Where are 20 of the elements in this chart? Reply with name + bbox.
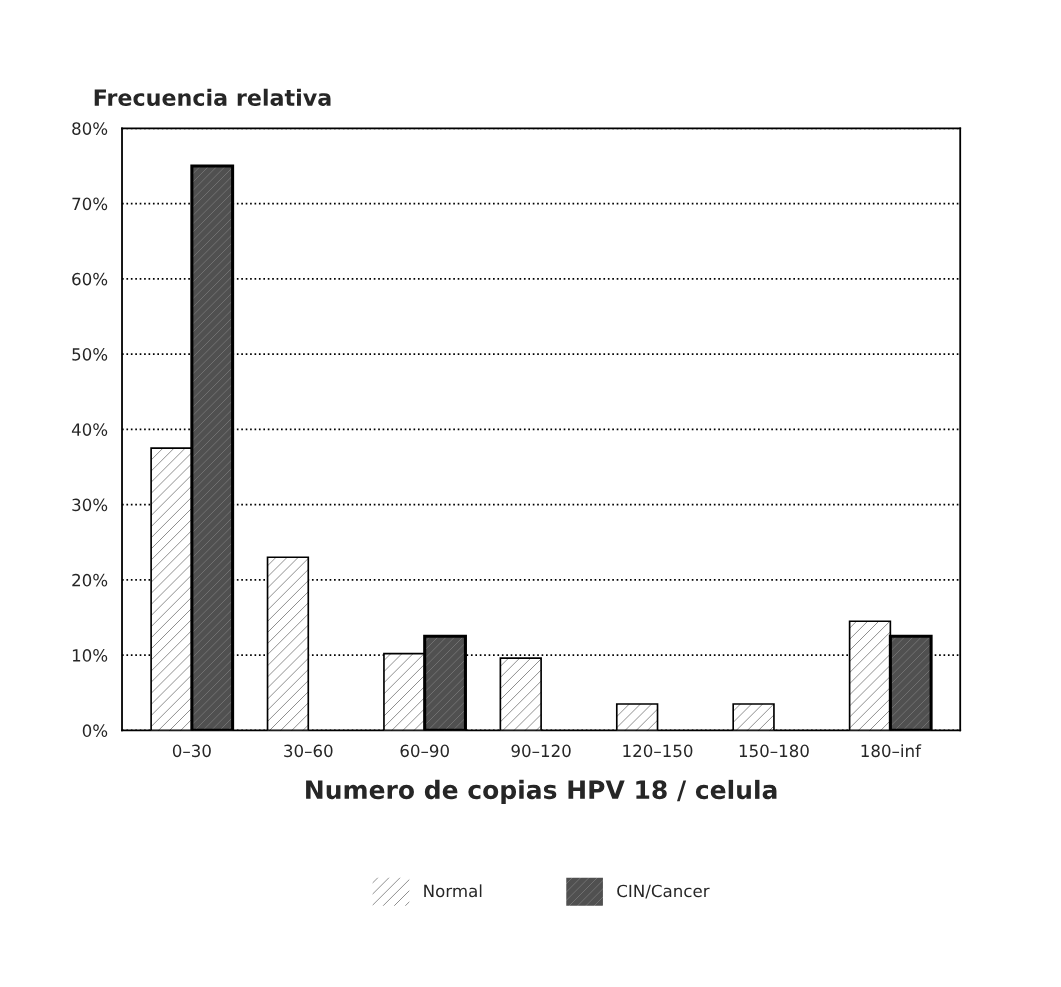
y-tick-label: 50%	[72, 348, 108, 361]
x-tick-label: 150–180	[739, 744, 809, 758]
x-tick-label: 60–90	[400, 744, 449, 758]
x-tick-label: 30–60	[284, 744, 333, 758]
y-tick-label: 60%	[72, 272, 108, 286]
legend-label: CIN/Cancer	[617, 884, 710, 899]
x-tick-label: 180–inf	[861, 744, 922, 758]
y-axis-title: Frecuencia relativa	[94, 88, 331, 106]
x-tick-label: 0–30	[172, 744, 211, 758]
y-tick-label: 10%	[72, 649, 108, 662]
y-tick-label: 30%	[72, 498, 108, 512]
x-axis-title: Numero de copias HPV 18 / celula	[306, 779, 777, 805]
y-tick-label: 40%	[71, 423, 108, 436]
x-tick-label: 120–150	[623, 744, 693, 758]
y-tick-label: 80%	[72, 122, 108, 135]
y-tick-label: 70%	[72, 197, 108, 211]
y-tick-label: 0%	[82, 724, 108, 737]
y-tick-label: 20%	[72, 573, 108, 587]
x-tick-label: 90–120	[511, 744, 571, 758]
legend-label: Normal	[424, 884, 482, 898]
